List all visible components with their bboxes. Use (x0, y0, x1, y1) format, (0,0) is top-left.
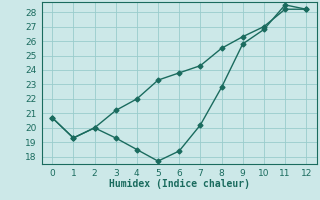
X-axis label: Humidex (Indice chaleur): Humidex (Indice chaleur) (109, 179, 250, 189)
